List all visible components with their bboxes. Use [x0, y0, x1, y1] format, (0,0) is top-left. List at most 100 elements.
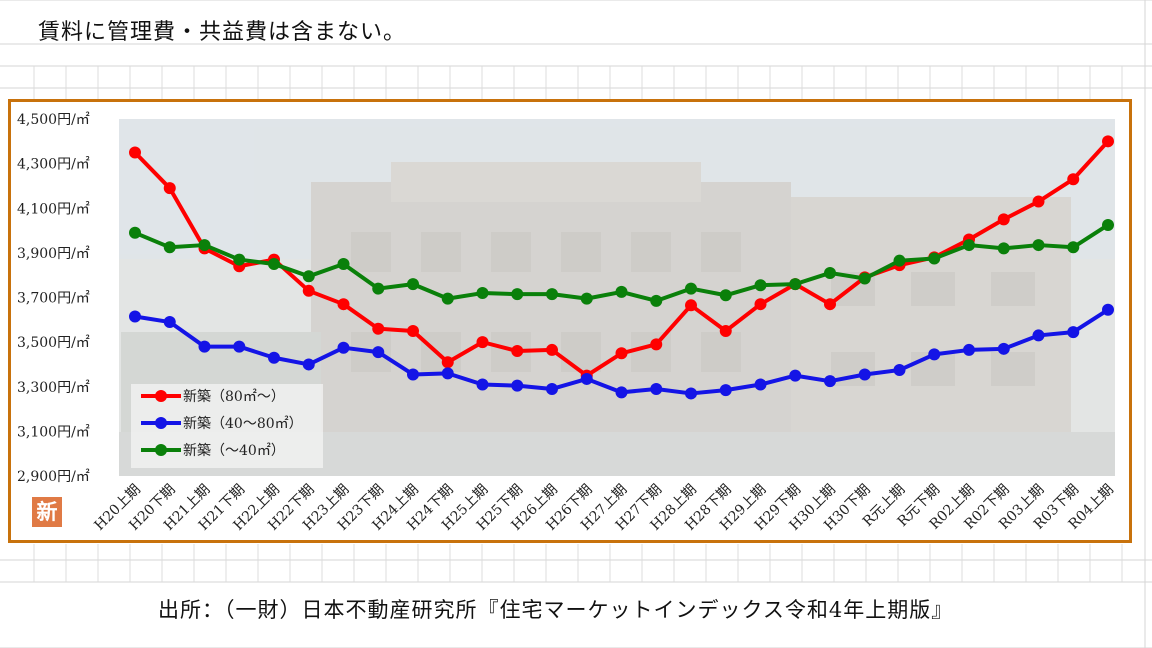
data-point [685, 282, 697, 295]
chart-legend: 新築（80㎡～） 新築（40～80㎡） 新築（～40㎡） [131, 384, 323, 468]
y-tick-label: 4,300円/㎡ [17, 157, 90, 173]
data-point [650, 382, 663, 395]
data-point [129, 146, 141, 159]
new-build-logo: 新 [32, 497, 62, 527]
y-tick-label: 3,700円/㎡ [17, 291, 90, 307]
data-point [754, 298, 767, 311]
data-point [858, 272, 871, 285]
data-point [233, 253, 246, 266]
data-point [337, 298, 350, 311]
data-point [268, 351, 280, 364]
y-tick-label: 2,900円/㎡ [17, 469, 90, 485]
data-point [615, 386, 628, 399]
data-point [407, 368, 419, 381]
data-point [511, 288, 524, 301]
data-point [441, 292, 454, 305]
data-point [476, 378, 489, 391]
data-point [476, 287, 489, 300]
building-window [561, 332, 601, 372]
building-window [421, 332, 461, 372]
data-point [546, 288, 558, 301]
chart-frame: 4,500円/㎡ 4,300円/㎡ 4,100円/㎡ 3,900円/㎡ 3,700円/㎡… [8, 99, 1132, 543]
legend-label: 新築（～40㎡） [183, 443, 285, 459]
data-point [963, 239, 975, 252]
data-point [719, 384, 732, 397]
data-point [997, 213, 1010, 226]
building-body [311, 182, 791, 452]
source-note: 出所：（一財）日本不動産研究所『住宅マーケットインデックス令和4年上期版』 [158, 598, 954, 622]
data-point [824, 298, 836, 311]
data-point [163, 241, 176, 254]
data-point [302, 358, 315, 371]
data-point [650, 338, 663, 351]
data-point [1102, 218, 1114, 231]
data-point [650, 294, 663, 307]
data-point [337, 258, 350, 271]
data-point [233, 340, 246, 353]
data-point [858, 368, 871, 381]
data-point [511, 379, 524, 392]
data-point [302, 270, 315, 283]
data-point [1067, 173, 1080, 186]
data-point [789, 369, 802, 382]
data-point [1067, 241, 1080, 254]
legend-swatch-marker [155, 444, 167, 456]
data-point [268, 258, 280, 271]
y-tick-label: 4,100円/㎡ [17, 201, 90, 217]
building-window [701, 232, 741, 272]
building-window [421, 232, 461, 272]
data-point [546, 382, 558, 395]
series-3 [129, 218, 1114, 307]
data-point [928, 348, 941, 361]
data-point [441, 367, 454, 380]
data-point [824, 266, 836, 279]
data-point [441, 356, 454, 369]
data-point [163, 316, 176, 329]
data-point [407, 324, 419, 337]
building-window [491, 232, 531, 272]
data-point [719, 324, 732, 337]
data-point [407, 278, 419, 291]
data-point [580, 372, 593, 385]
y-tick-label: 3,500円/㎡ [17, 335, 90, 351]
building-window [351, 232, 391, 272]
y-tick-label: 3,900円/㎡ [17, 246, 90, 262]
data-point [754, 378, 767, 391]
data-point [546, 343, 558, 356]
data-point [928, 252, 941, 265]
data-point [615, 347, 628, 360]
legend-swatch-marker [155, 417, 167, 429]
building-wing [791, 197, 1071, 437]
data-point [302, 284, 315, 297]
data-point [893, 254, 906, 267]
building-window [911, 272, 955, 306]
building-window [991, 272, 1035, 306]
building-window [701, 332, 741, 372]
data-point [1102, 303, 1114, 316]
data-point [789, 278, 802, 291]
y-tick-label: 3,100円/㎡ [17, 424, 90, 440]
building-roof [391, 162, 701, 202]
data-point [129, 310, 141, 323]
data-point [372, 346, 385, 359]
building-window [631, 232, 671, 272]
data-point [1032, 329, 1045, 342]
legend-label: 新築（40～80㎡） [183, 416, 303, 432]
data-point [615, 285, 628, 298]
data-point [754, 279, 767, 292]
data-point [337, 341, 350, 354]
data-point [198, 239, 211, 252]
data-point [685, 299, 697, 312]
data-point [129, 226, 141, 239]
data-point [997, 242, 1010, 255]
y-tick-label: 3,300円/㎡ [17, 380, 90, 396]
data-point [476, 336, 489, 349]
data-point [580, 292, 593, 305]
rent-note: 賃料に管理費・共益費は含まない。 [38, 20, 407, 45]
data-point [824, 375, 836, 388]
data-point [893, 364, 906, 377]
data-point [163, 182, 176, 195]
data-point [372, 282, 385, 295]
legend-swatch-marker [155, 390, 167, 402]
